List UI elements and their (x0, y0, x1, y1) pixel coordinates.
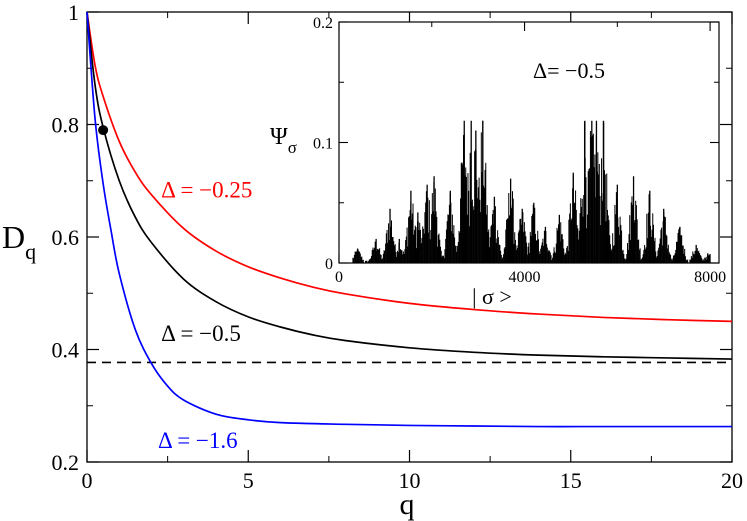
inset-y-axis-label-sub: σ (288, 138, 297, 157)
y-tick-label: 1 (68, 0, 79, 25)
x-axis-label: q (400, 488, 415, 521)
inset-x-axis-label: | σ > (472, 284, 512, 309)
x-tick-label: 5 (243, 468, 254, 493)
inset-y-tick-label: 0.1 (313, 136, 333, 153)
x-tick-label: 10 (399, 468, 421, 493)
series-annotation-1: Δ = −0.5 (161, 321, 241, 346)
x-tick-label: 0 (82, 468, 93, 493)
y-tick-label: 0.6 (52, 225, 80, 250)
inset-background (339, 22, 719, 263)
inset-y-tick-label: 0.2 (313, 15, 333, 32)
inset-y-tick-label: 0 (325, 256, 333, 273)
inset-x-tick-label: 0 (335, 269, 343, 286)
series-annotations: Δ = −0.25 Δ = −0.5 Δ = −1.6 (158, 178, 252, 453)
x-tick-label: 15 (560, 468, 582, 493)
series-line-0 (86, 11, 733, 323)
inset-annotation: Δ= −0.5 (533, 58, 605, 83)
x-tick-label: 20 (721, 468, 743, 493)
main-series-lines (86, 11, 733, 428)
series-line-1 (86, 11, 733, 360)
series-annotation-2: Δ = −1.6 (158, 428, 238, 453)
marker-point (98, 125, 109, 136)
y-tick-label: 0.4 (52, 338, 80, 363)
inset-y-axis-label-main: Ψ (270, 124, 288, 150)
inset-spectrum-bars (352, 120, 711, 263)
inset-x-tick-label: 4000 (509, 269, 541, 286)
y-tick-label: 0.8 (52, 113, 80, 138)
inset-x-tick-label: 8000 (694, 269, 726, 286)
y-axis-label-sub: q (25, 239, 36, 264)
main-tick-labels: 0 5 10 15 20 0.2 0.4 0.6 0.8 1 (52, 0, 744, 493)
series-annotation-0: Δ = −0.25 (161, 178, 252, 203)
y-axis-label-main: D (2, 219, 25, 255)
inset-plot: 0 4000 8000 0 0.1 0.2 Δ= −0.5 | σ > Ψσ (270, 15, 726, 309)
inset-tick-labels: 0 4000 8000 0 0.1 0.2 (313, 15, 726, 286)
y-axis-label: Dq (2, 219, 36, 264)
series-line-2 (86, 11, 732, 428)
y-tick-label: 0.2 (52, 450, 80, 475)
inset-y-axis-label: Ψσ (270, 124, 297, 157)
inset-ticks (338, 21, 719, 264)
